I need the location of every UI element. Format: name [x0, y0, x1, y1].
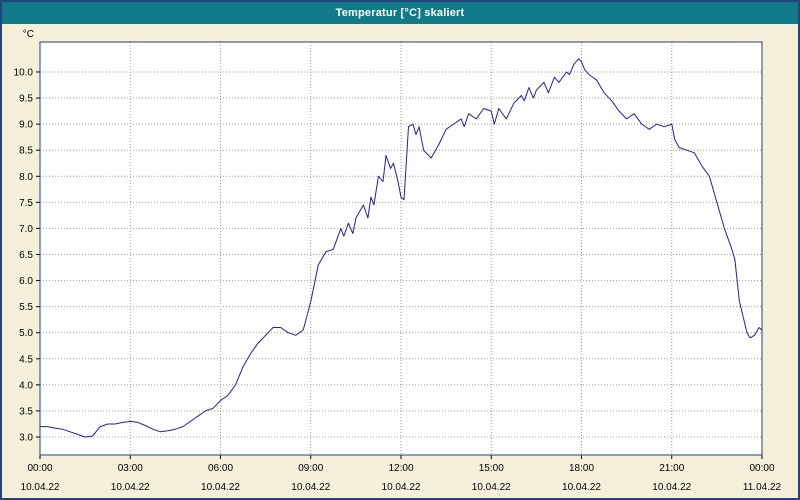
- y-axis-tick-label: 8.5: [19, 146, 33, 157]
- x-axis-time-label: 12:00: [388, 463, 413, 474]
- x-axis-time-label: 09:00: [298, 463, 323, 474]
- y-axis-tick-label: 6.0: [19, 276, 33, 287]
- x-axis-date-label: 10.04.22: [21, 482, 60, 493]
- x-axis-date-label: 11.04.22: [743, 482, 782, 493]
- x-axis-time-label: 15:00: [479, 463, 504, 474]
- y-axis-tick-label: 7.5: [19, 198, 33, 209]
- x-axis-time-label: 00:00: [749, 463, 774, 474]
- x-axis-date-label: 10.04.22: [111, 482, 150, 493]
- x-axis-date-label: 10.04.22: [472, 482, 511, 493]
- x-axis-time-label: 00:00: [27, 463, 52, 474]
- y-axis-tick-label: 10.0: [14, 67, 34, 78]
- y-axis-unit-label: °C: [23, 29, 34, 40]
- y-axis-tick-label: 9.5: [19, 94, 33, 105]
- y-axis-tick-label: 7.0: [19, 224, 33, 235]
- chart-area: 3.0 3.5 4.0 4.5 5.0 5.5 6.0 6.5 7.0 7.5 8.0 8.5 9.0 9…: [2, 24, 798, 498]
- x-axis-time-label: 06:00: [208, 463, 233, 474]
- y-axis-tick-label: 8.0: [19, 172, 33, 183]
- plot-border: [39, 41, 763, 456]
- window-title: Temperatur [°C] skaliert: [335, 7, 465, 19]
- y-axis-tick-label: 5.0: [19, 328, 33, 339]
- x-axis-date-label: 10.04.22: [562, 482, 601, 493]
- y-axis-tick-label: 3.0: [19, 433, 33, 444]
- x-axis-time-label: 03:00: [118, 463, 143, 474]
- x-axis-date-label: 10.04.22: [652, 482, 691, 493]
- y-axis-tick-label: 6.5: [19, 250, 33, 261]
- title-bar: Temperatur [°C] skaliert: [2, 2, 798, 24]
- y-axis-tick-label: 5.5: [19, 302, 33, 313]
- x-axis-date-label: 10.04.22: [291, 482, 330, 493]
- y-axis-tick-label: 4.0: [19, 380, 33, 391]
- plot-background: [40, 42, 762, 455]
- temperature-series-line: [39, 58, 763, 438]
- y-axis-tick-label: 3.5: [19, 406, 33, 417]
- x-axis-time-label: 18:00: [569, 463, 594, 474]
- y-axis-tick-label: 4.5: [19, 354, 33, 365]
- x-axis-date-label: 10.04.22: [201, 482, 240, 493]
- x-axis-date-label: 10.04.22: [382, 482, 421, 493]
- x-axis-time-label: 21:00: [659, 463, 684, 474]
- y-axis-tick-label: 9.0: [19, 120, 33, 131]
- temperature-line-chart: 3.0 3.5 4.0 4.5 5.0 5.5 6.0 6.5 7.0 7.5 8.0 8.5 9.0 9…: [14, 29, 782, 493]
